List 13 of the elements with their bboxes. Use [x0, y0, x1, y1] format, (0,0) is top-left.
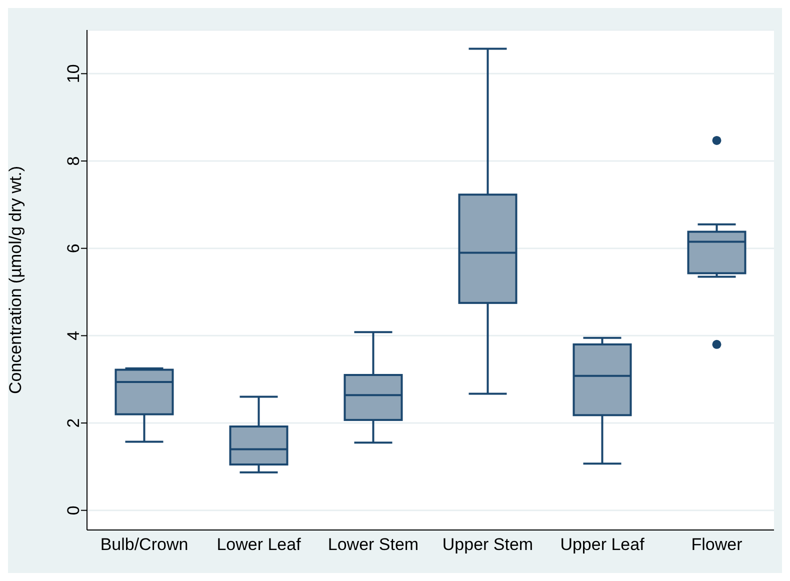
y-tick-label: 2 [64, 418, 84, 428]
x-tick-label: Upper Leaf [560, 535, 645, 554]
y-tick-label: 6 [64, 244, 84, 254]
y-axis-title: Concentration (µmol/g dry wt.) [6, 166, 26, 394]
y-tick-label: 0 [64, 506, 84, 516]
y-tick-label: 10 [64, 64, 84, 84]
x-tick-label: Flower [691, 535, 743, 554]
x-tick-label: Bulb/Crown [100, 535, 188, 554]
x-tick-label: Upper Stem [442, 535, 534, 554]
y-tick-label: 4 [64, 330, 84, 340]
y-tick-label: 8 [64, 156, 84, 166]
x-tick-label: Lower Stem [328, 535, 419, 554]
x-tick-label: Lower Leaf [216, 535, 302, 554]
